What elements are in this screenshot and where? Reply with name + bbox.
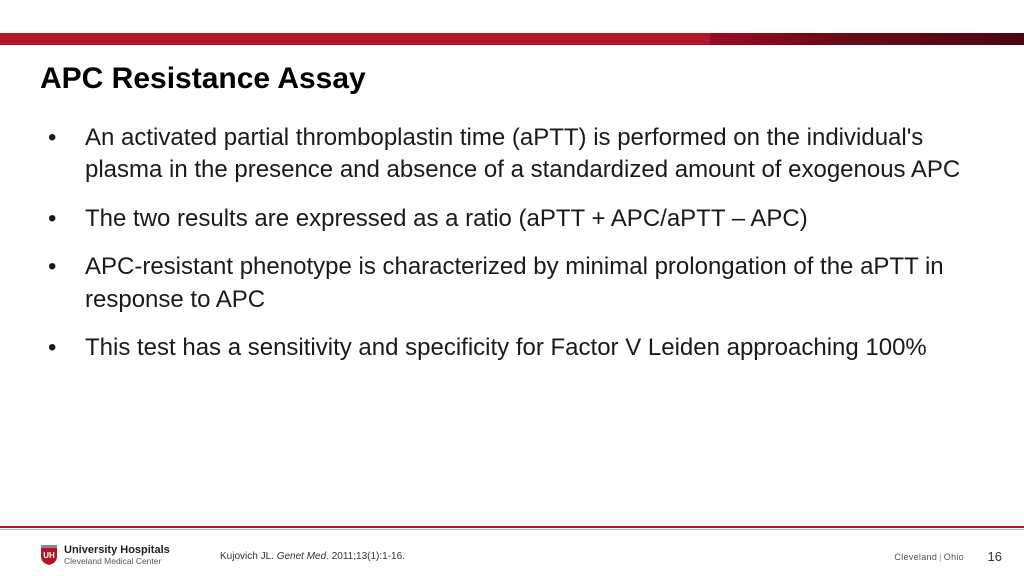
top-accent-bar bbox=[0, 33, 1024, 45]
list-item: The two results are expressed as a ratio… bbox=[40, 203, 970, 235]
footer: UH University Hospitals Cleveland Medica… bbox=[0, 532, 1024, 576]
divider-red bbox=[0, 526, 1024, 528]
location-state: Ohio bbox=[944, 552, 964, 562]
top-bar-solid bbox=[0, 33, 710, 45]
location-label: Cleveland|Ohio bbox=[894, 552, 964, 562]
list-item: This test has a sensitivity and specific… bbox=[40, 332, 970, 364]
shield-icon: UH bbox=[40, 544, 58, 566]
org-logo: UH University Hospitals Cleveland Medica… bbox=[40, 544, 170, 566]
citation-author: Kujovich JL. bbox=[220, 551, 277, 562]
page-number: 16 bbox=[988, 549, 1002, 564]
slide: APC Resistance Assay An activated partia… bbox=[0, 0, 1024, 576]
divider-gray bbox=[0, 529, 1024, 530]
org-name-line2: Cleveland Medical Center bbox=[64, 557, 170, 566]
svg-text:UH: UH bbox=[43, 551, 55, 560]
list-item: An activated partial thromboplastin time… bbox=[40, 122, 970, 187]
location-city: Cleveland bbox=[894, 552, 937, 562]
pipe-icon: | bbox=[939, 552, 942, 562]
top-bar-gradient bbox=[710, 33, 1024, 45]
citation-rest: . 2011;13(1):1-16. bbox=[326, 551, 405, 562]
bottom-divider bbox=[0, 526, 1024, 529]
citation: Kujovich JL. Genet Med. 2011;13(1):1-16. bbox=[220, 551, 405, 562]
org-name-line1: University Hospitals bbox=[64, 545, 170, 556]
list-item: APC-resistant phenotype is characterized… bbox=[40, 251, 970, 316]
org-name: University Hospitals Cleveland Medical C… bbox=[64, 545, 170, 566]
citation-journal: Genet Med bbox=[277, 551, 326, 562]
slide-title: APC Resistance Assay bbox=[40, 62, 366, 96]
bullet-list: An activated partial thromboplastin time… bbox=[40, 122, 970, 380]
